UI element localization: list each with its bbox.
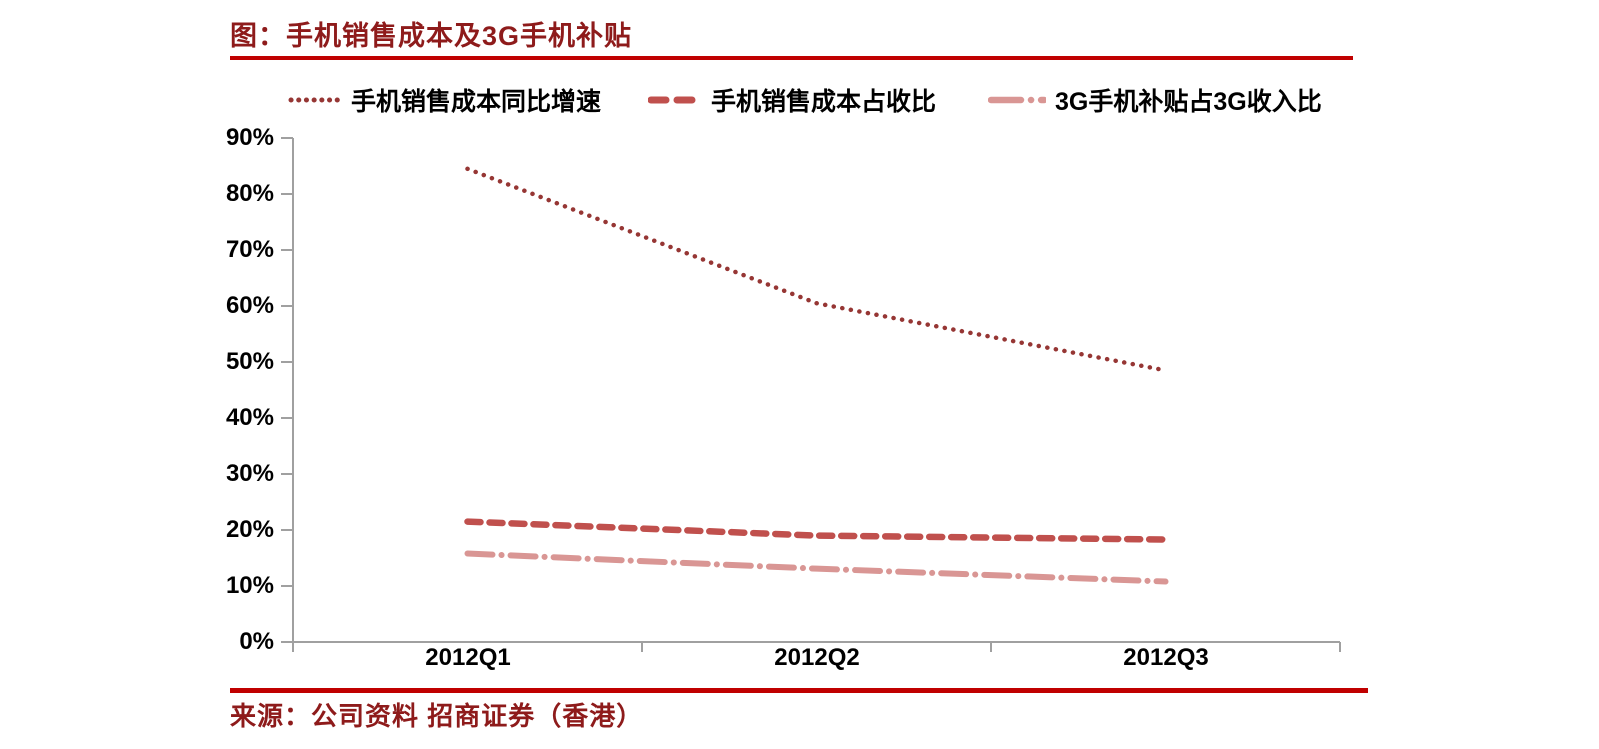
dotted-line-icon bbox=[288, 97, 342, 103]
y-axis-labels: 90% 80% 70% 60% 50% 40% 30% 20% 10% 0% bbox=[186, 126, 274, 654]
y-tick-label: 0% bbox=[239, 628, 274, 655]
figure-title: 图：手机销售成本及3G手机补贴 bbox=[230, 21, 633, 51]
source-note: 来源：公司资料 招商证券（香港） bbox=[230, 701, 644, 731]
legend-label: 3G手机补贴占3G收入比 bbox=[1055, 88, 1322, 116]
series-line-2 bbox=[464, 550, 1169, 585]
y-tick-label: 20% bbox=[225, 516, 274, 543]
y-tick-label: 40% bbox=[225, 404, 274, 431]
y-tick-label: 80% bbox=[225, 180, 274, 207]
y-tick-label: 50% bbox=[225, 348, 274, 375]
series-line-0 bbox=[465, 166, 1168, 373]
series-line-1 bbox=[464, 518, 1169, 543]
dashed-line-icon bbox=[648, 96, 702, 104]
y-tick-label: 60% bbox=[225, 292, 274, 319]
x-tick-label: 2012Q3 bbox=[1123, 644, 1209, 671]
y-tick-label: 90% bbox=[225, 124, 274, 151]
legend-label: 手机销售成本占收比 bbox=[711, 88, 937, 116]
y-tick-label: 70% bbox=[225, 236, 274, 263]
y-tick-label: 30% bbox=[225, 460, 274, 487]
title-divider-rule bbox=[230, 56, 1353, 60]
legend-item-3g-subsidy: 3G手机补贴占3G收入比 bbox=[988, 84, 1322, 116]
legend-item-cost-to-revenue: 手机销售成本占收比 bbox=[648, 84, 936, 116]
x-tick-label: 2012Q1 bbox=[425, 644, 511, 671]
source-divider-rule bbox=[230, 688, 1368, 693]
x-tick-label: 2012Q2 bbox=[774, 644, 860, 671]
legend-label: 手机销售成本同比增速 bbox=[351, 88, 602, 116]
dashdot-line-icon bbox=[988, 96, 1046, 104]
chart-legend: 手机销售成本同比增速 手机销售成本占收比 3G手机补贴占3G收入比 bbox=[0, 84, 1599, 116]
y-tick-label: 10% bbox=[225, 572, 274, 599]
legend-item-yoy-growth: 手机销售成本同比增速 bbox=[288, 84, 601, 116]
